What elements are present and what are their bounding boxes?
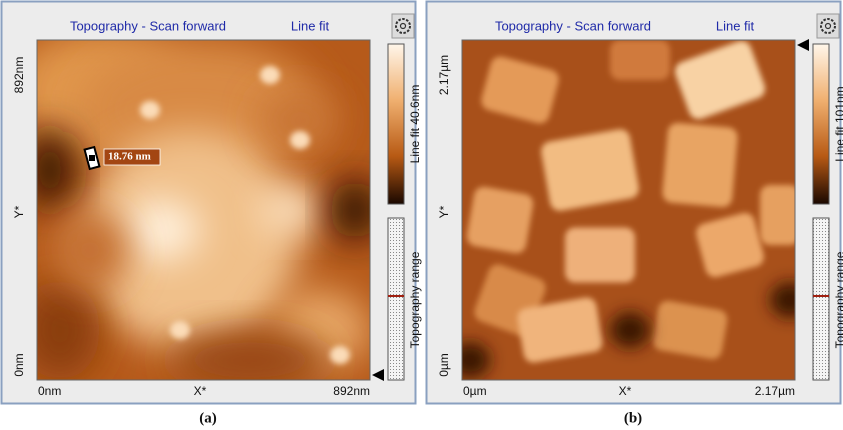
y-axis-label: Y* bbox=[437, 205, 451, 218]
x-left-label: 0µm bbox=[463, 384, 487, 398]
x-right-label: 892nm bbox=[333, 384, 370, 398]
topography-image bbox=[10, 30, 380, 390]
y-top-label: 2.17µm bbox=[437, 55, 451, 95]
y-top-label: 892nm bbox=[12, 57, 26, 94]
colorbar-label: Line fit 40.6nm bbox=[408, 85, 422, 164]
x-axis-label: X* bbox=[619, 384, 632, 398]
scan-title: Topography - Scan forward bbox=[70, 18, 226, 33]
panel-caption: (a) bbox=[199, 410, 217, 426]
figure: Topography - Scan forward Line fit 892nm Y*… bbox=[0, 0, 843, 430]
colorbar bbox=[813, 44, 829, 204]
colorbar-label: Line fit 101nm bbox=[833, 86, 843, 161]
settings-gear[interactable] bbox=[392, 14, 414, 38]
x-axis-label: X* bbox=[194, 384, 207, 398]
panel-caption: (b) bbox=[624, 410, 642, 426]
fit-mode: Line fit bbox=[291, 18, 330, 33]
y-bottom-label: 0nm bbox=[12, 353, 26, 376]
afm-panel: Topography - Scan forward Line fit 892nm Y*… bbox=[2, 2, 423, 427]
x-left-label: 0nm bbox=[38, 384, 61, 398]
fit-mode: Line fit bbox=[716, 18, 755, 33]
settings-gear[interactable] bbox=[817, 14, 839, 38]
scan-title: Topography - Scan forward bbox=[495, 18, 651, 33]
range-bar bbox=[388, 218, 404, 380]
x-right-label: 2.17µm bbox=[755, 384, 795, 398]
y-axis-label: Y* bbox=[12, 205, 26, 218]
measure-dot bbox=[89, 155, 95, 161]
measure-value: 18.76 nm bbox=[108, 151, 151, 163]
afm-panel: Topography - Scan forward Line fit 2.17µm Y… bbox=[427, 2, 843, 427]
range-bar bbox=[813, 218, 829, 380]
y-bottom-label: 0µm bbox=[437, 353, 451, 377]
topography-image bbox=[450, 38, 810, 380]
range-label: Topography range bbox=[833, 251, 843, 348]
range-label: Topography range bbox=[408, 251, 422, 348]
colorbar bbox=[388, 44, 404, 204]
